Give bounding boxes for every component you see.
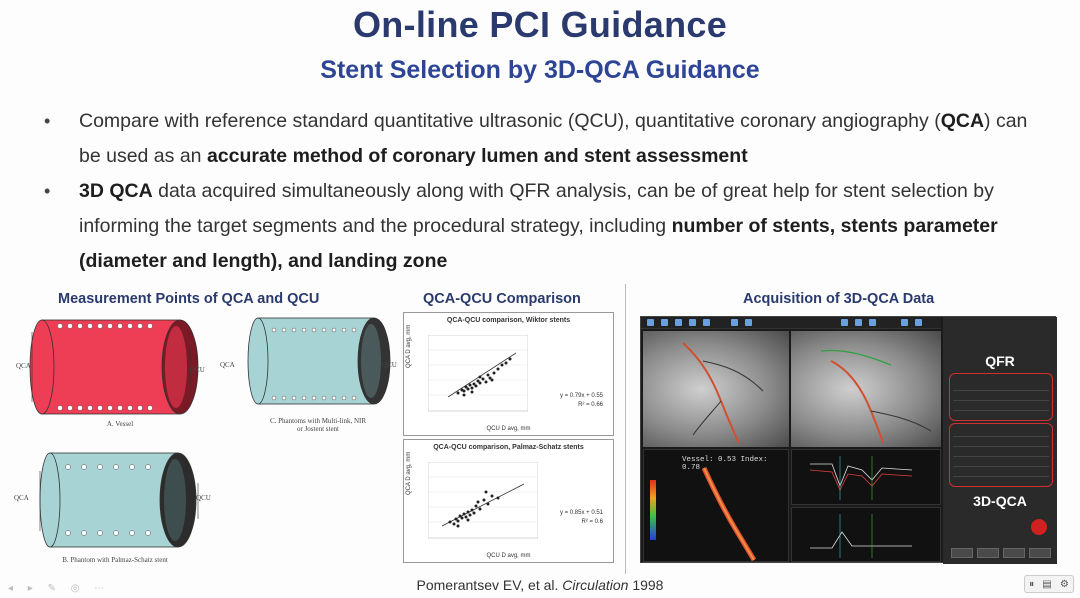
- plot-bottom-xlabel: QCU D avg, mm: [486, 553, 531, 559]
- qcu-label-c: QCU: [382, 361, 397, 369]
- qcu-label-a: QCU: [190, 366, 205, 374]
- panel-button[interactable]: [1003, 548, 1025, 558]
- qca-label-b: QCA: [14, 494, 29, 502]
- plot-bottom-area: [428, 462, 538, 539]
- bullet1-bold-a: QCA: [940, 110, 985, 132]
- gear-icon[interactable]: ⚙: [1059, 578, 1069, 590]
- plot-top-area: [428, 335, 528, 412]
- plot-top-title: QCA-QCU comparison, Wiktor stents: [446, 317, 571, 324]
- pause-icon[interactable]: ⏸: [1029, 578, 1035, 590]
- measurement-points-title: Measurement Points of QCA and QCU: [58, 291, 320, 307]
- bullet2-text-a: data acquired simultaneously along with …: [79, 180, 994, 237]
- result-row: [953, 451, 1049, 457]
- toolbar-icon: [869, 319, 876, 326]
- bullet-list: Compare with reference standard quantita…: [44, 104, 1054, 279]
- toolbar-icon: [901, 319, 908, 326]
- 3d-qca-label: 3D-QCA: [973, 493, 1027, 509]
- result-row: [953, 431, 1049, 437]
- 3d-reconstruction-view: Vessel: 0.53 Index: 0.78: [643, 449, 789, 562]
- qfr-label: QFR: [985, 353, 1015, 369]
- toolbar-icon: [745, 319, 752, 326]
- results-side-panel: QFR 3D-QCA: [943, 317, 1057, 564]
- qfr-software-screenshot: Vessel: 0.53 Index: 0.78: [640, 316, 1057, 564]
- slide-title: On-line PCI Guidance: [352, 4, 728, 45]
- toolbar-icon: [855, 319, 862, 326]
- logo-icon: [1031, 519, 1047, 535]
- bullet-item-1: Compare with reference standard quantita…: [44, 104, 1054, 174]
- toolbar-icon: [647, 319, 654, 326]
- result-row: [953, 441, 1049, 447]
- citation-year: 1998: [628, 577, 664, 593]
- software-toolbar: [641, 317, 941, 329]
- result-row: [953, 461, 1049, 467]
- panel-button[interactable]: [951, 548, 973, 558]
- scatter-plot-wiktor: QCA-QCU comparison, Wiktor stents y = 0.…: [403, 312, 614, 436]
- vessel-readout: Vessel: 0.53 Index: 0.78: [682, 456, 768, 472]
- vessel-tracing-1: [682, 342, 764, 444]
- plot-top-xlabel: QCU D avg, mm: [486, 426, 531, 432]
- qca-label-c: QCA: [220, 361, 235, 369]
- diameter-graph: [791, 449, 941, 505]
- citation: Pomerantsev EV, et al. Circulation 1998: [0, 577, 1080, 593]
- caption-palmaz: B. Phantom with Palmaz-Schatz stent: [62, 556, 168, 564]
- bullet2-bold-b: number of stents, stents parameter (diam…: [79, 215, 998, 272]
- plot-top-r2: R² = 0.66: [578, 402, 603, 408]
- result-row: [953, 395, 1049, 401]
- toolbar-icon: [703, 319, 710, 326]
- result-row: [953, 405, 1049, 411]
- 3d-vessel-model: [650, 466, 757, 562]
- angiogram-view-2: [791, 331, 941, 447]
- angiogram-view-1: [643, 331, 789, 447]
- plot-bottom-ylabel: QCA D avg, mm: [406, 451, 412, 495]
- diameter-curve: [809, 456, 913, 500]
- toolbar-icon: [661, 319, 668, 326]
- bullet1-bold-b: accurate method of coronary lumen and st…: [206, 145, 748, 167]
- panel-button[interactable]: [1029, 548, 1051, 558]
- citation-author: Pomerantsev EV, et al.: [416, 577, 563, 593]
- result-row: [953, 471, 1049, 477]
- scatter-plot-palmaz: QCA-QCU comparison, Palmaz-Schatz stents…: [403, 439, 614, 563]
- toolbar-icon: [731, 319, 738, 326]
- presentation-nav-controls[interactable]: ◂ ▸ ✎ ◎ ⋯: [8, 583, 111, 594]
- plot-bottom-title: QCA-QCU comparison, Palmaz-Schatz stents: [433, 444, 584, 451]
- qca-results-highlight: [949, 423, 1053, 487]
- result-row: [953, 385, 1049, 391]
- bullet-item-2: 3D QCA data acquired simultaneously alon…: [44, 174, 1054, 279]
- bullet1-text-b: ) can be used as an: [79, 110, 1028, 167]
- area-curve: [810, 514, 912, 558]
- qfr-results-highlight: [949, 373, 1053, 421]
- plot-top-ylabel: QCA D avg, mm: [406, 324, 412, 368]
- panel-button[interactable]: [977, 548, 999, 558]
- toolbar-icon: [841, 319, 848, 326]
- toolbar-icon: [675, 319, 682, 326]
- slide-subtitle: Stent Selection by 3D-QCA Guidance: [320, 56, 760, 84]
- caption-vessel: A. Vessel: [106, 420, 134, 428]
- viewer-controls[interactable]: ⏸ ▤ ⚙: [1024, 575, 1074, 593]
- page-icon[interactable]: ▤: [1042, 578, 1052, 590]
- comparison-title: QCA-QCU Comparison: [423, 291, 581, 307]
- toolbar-icon: [689, 319, 696, 326]
- phantom-multilink-cylinder-diagram: [247, 317, 391, 405]
- bullet2-bold-a: 3D QCA: [79, 180, 153, 202]
- area-graph: [791, 507, 941, 562]
- plot-bottom-r2: R² = 0.6: [581, 519, 603, 525]
- acquisition-title: Acquisition of 3D-QCA Data: [743, 291, 935, 307]
- citation-journal: Circulation: [562, 577, 629, 593]
- bullet1-text-a: Compare with reference standard quantita…: [79, 110, 941, 132]
- caption-phantoms: C. Phantoms with Multi-link, NIR or Jost…: [269, 417, 367, 433]
- qcu-label-b: QCU: [196, 494, 211, 502]
- qca-qcu-figure-panel: [4, 284, 626, 574]
- phantom-palmaz-cylinder-diagram: [39, 452, 199, 548]
- vessel-tracing-2: [820, 349, 932, 444]
- plot-bottom-equation: y = 0.85x + 0.51: [559, 510, 603, 516]
- vessel-cylinder-diagram: [29, 319, 199, 415]
- plot-top-equation: y = 0.79x + 0.55: [559, 393, 603, 399]
- toolbar-icon: [915, 319, 922, 326]
- qca-label-a: QCA: [16, 362, 31, 370]
